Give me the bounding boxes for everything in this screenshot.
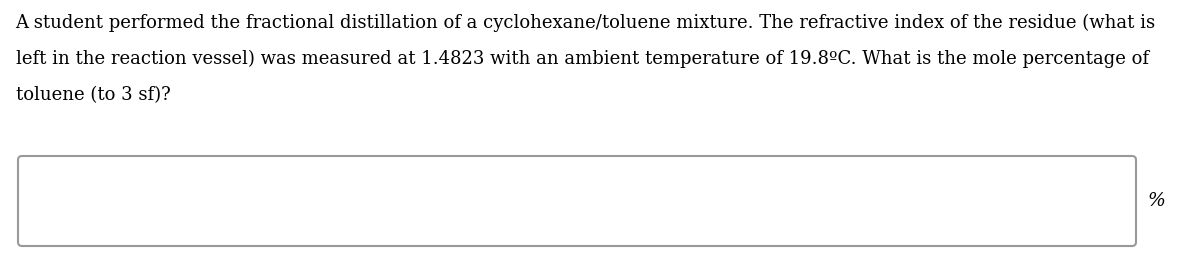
Text: toluene (to 3 sf)?: toluene (to 3 sf)? <box>16 86 170 104</box>
Text: %: % <box>1148 192 1166 210</box>
Text: A student performed the fractional distillation of a cyclohexane/toluene mixture: A student performed the fractional disti… <box>16 14 1156 32</box>
FancyBboxPatch shape <box>18 156 1136 246</box>
Text: left in the reaction vessel) was measured at 1.4823 with an ambient temperature : left in the reaction vessel) was measure… <box>16 50 1148 68</box>
